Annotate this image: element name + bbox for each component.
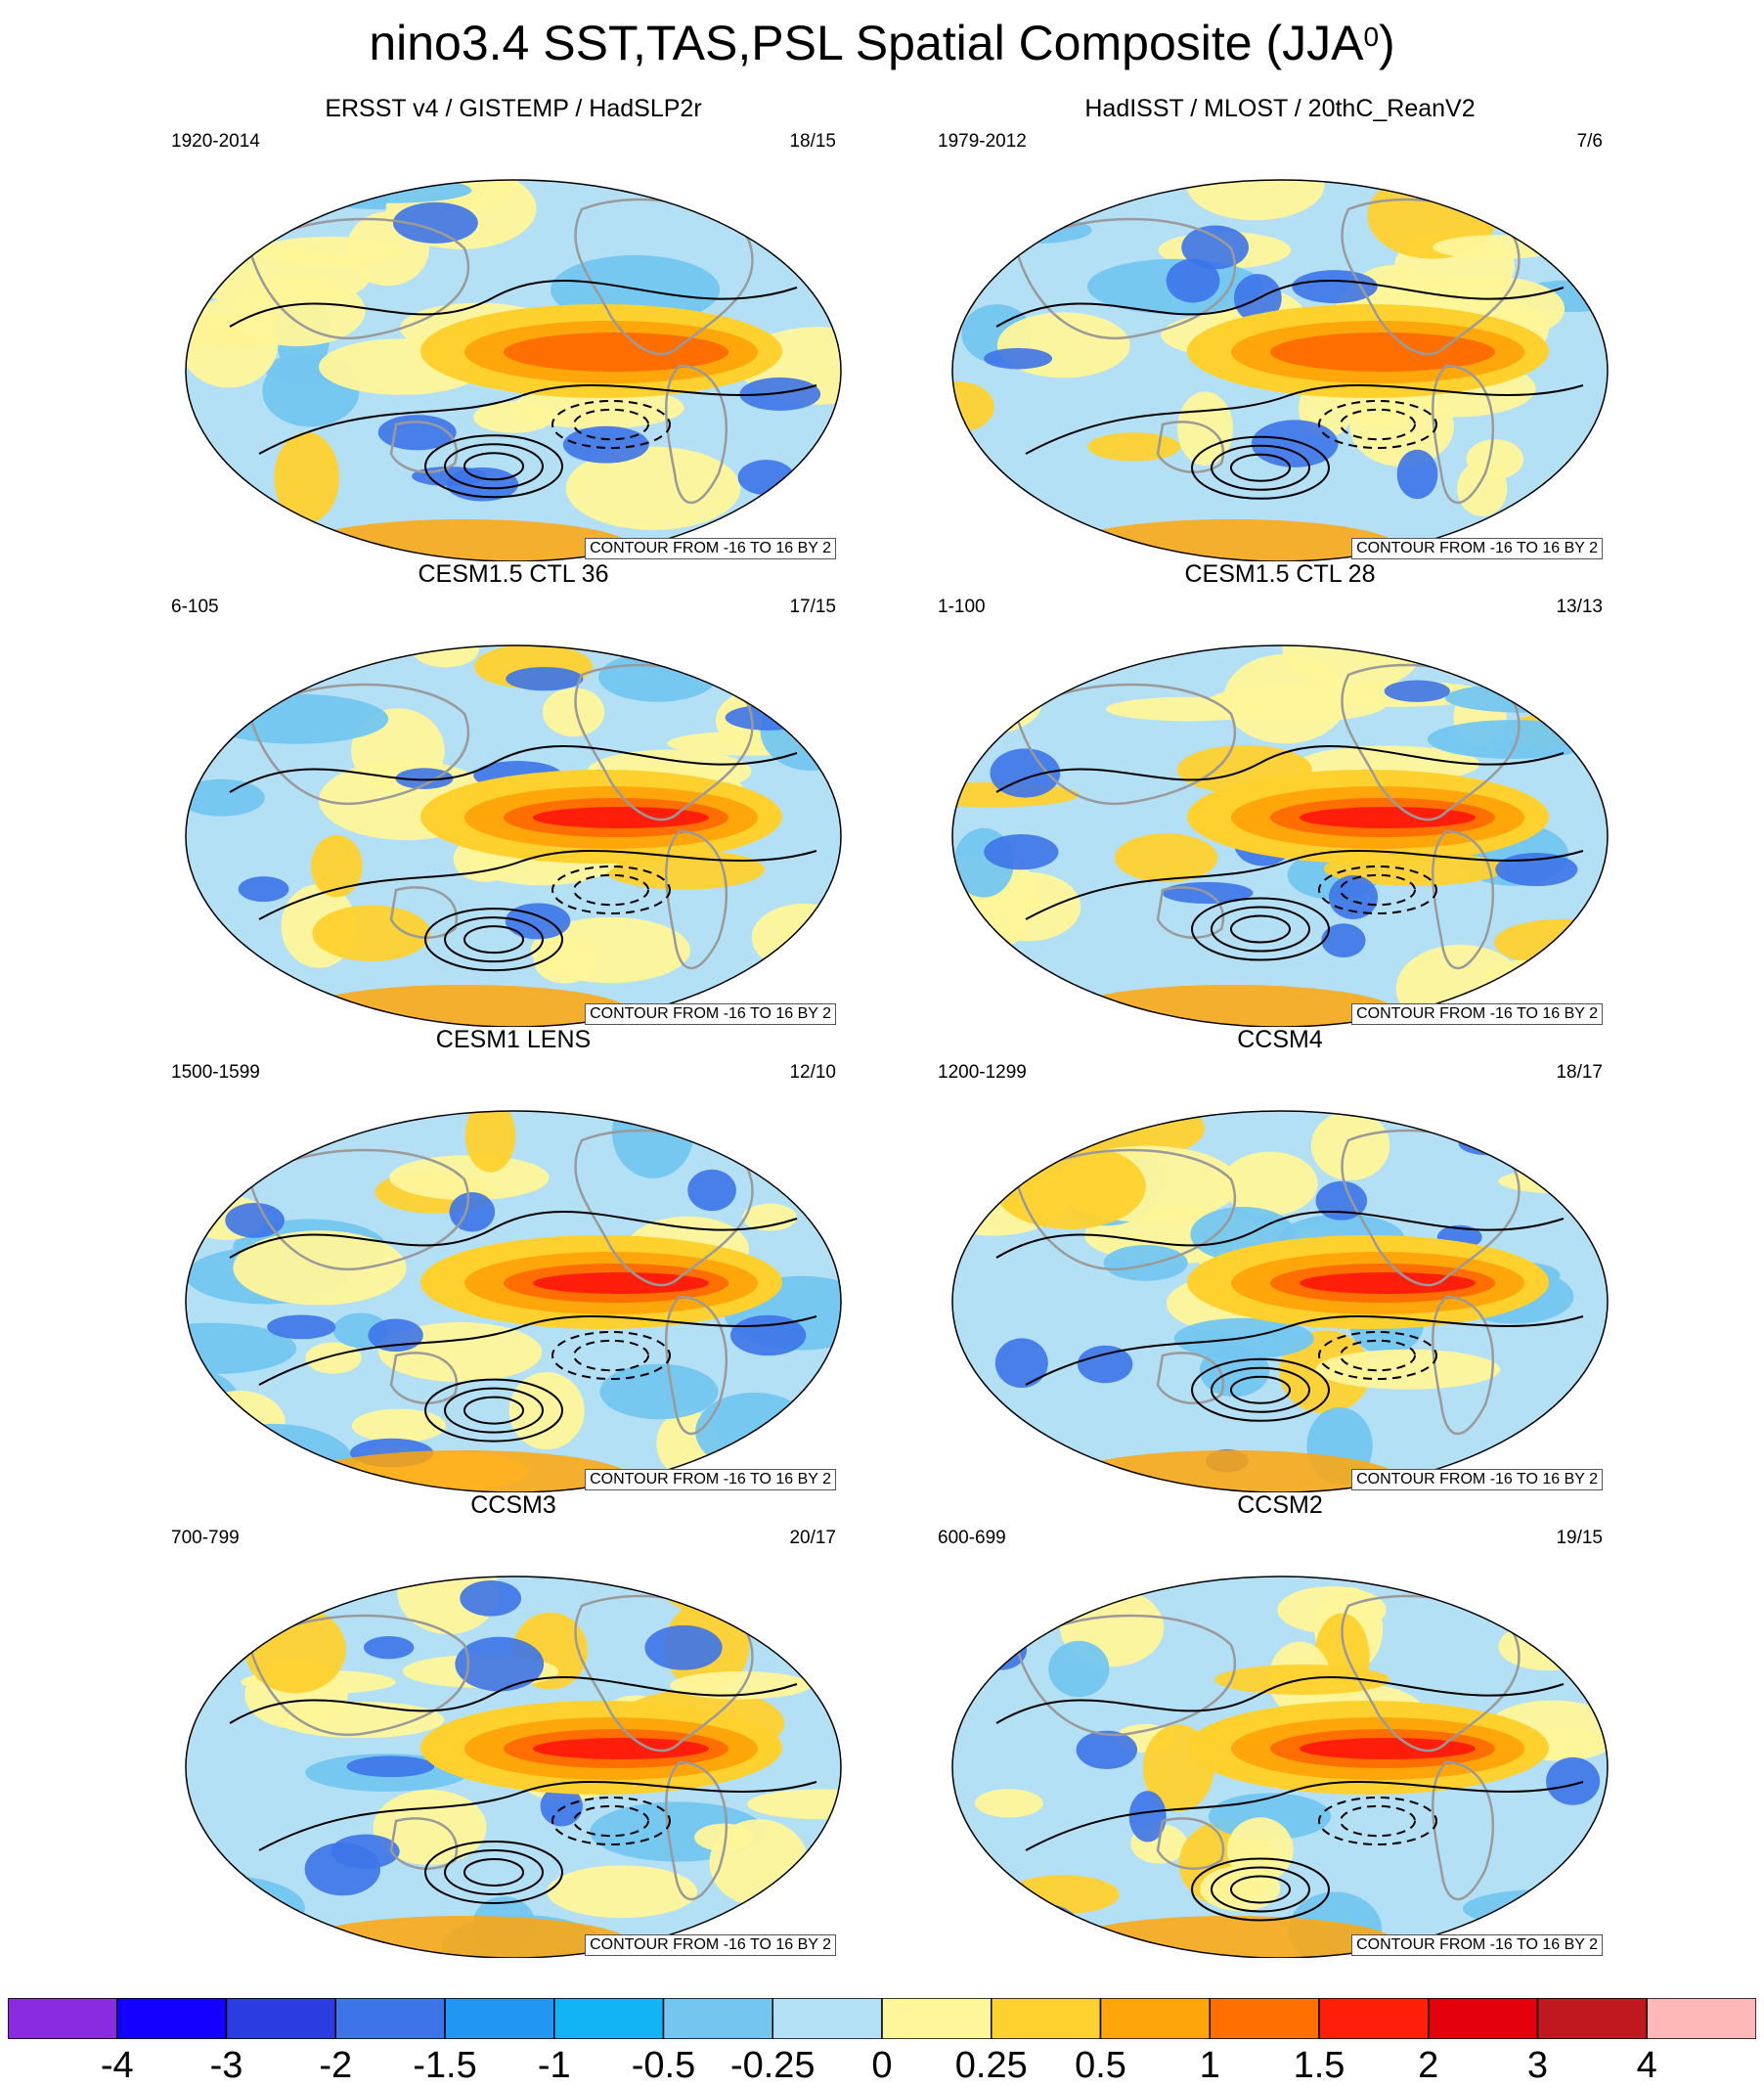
- anomaly-field: [952, 1576, 1608, 1958]
- map-panel-1: ERSST v4 / GISTEMP / HadSLP2r 1920-2014 18…: [171, 95, 856, 561]
- period-label: 1500-1599: [171, 1062, 260, 1083]
- globe-map: [951, 644, 1609, 1027]
- colorbar-swatch: [553, 1998, 665, 2039]
- colorbar-tick-label: 1.5: [1293, 2045, 1345, 2086]
- colorbar-tick-label: -2: [319, 2045, 353, 2086]
- globe-map: [951, 1576, 1609, 1958]
- period-label: 1920-2014: [171, 131, 260, 152]
- period-label: 700-799: [171, 1528, 240, 1548]
- anomaly-field: [952, 645, 1608, 1027]
- colorbar-swatch: [1428, 1998, 1539, 2039]
- colorbar-swatch: [1536, 1998, 1648, 2039]
- colorbar: [8, 1998, 1756, 2039]
- map-panel-2: HadISST / MLOST / 20thC_ReanV2 1979-2012 7…: [938, 95, 1622, 561]
- panel-title: ERSST v4 / GISTEMP / HadSLP2r: [325, 95, 702, 122]
- colorbar-tick-label: 2: [1418, 2045, 1439, 2086]
- map-panel-6: CCSM4 1200-1299 18/17 CONTOUR FROM -16 TO 1…: [938, 1026, 1622, 1492]
- panel-title: CESM1.5 CTL 28: [1184, 560, 1376, 588]
- map-panel-7: CCSM3 700-799 20/17 CONTOUR FROM -16 TO 16 …: [171, 1491, 856, 1958]
- contour-info-box: CONTOUR FROM -16 TO 16 BY 2: [1351, 1469, 1603, 1490]
- panel-title: CCSM2: [1237, 1491, 1323, 1519]
- map-panel-5: CESM1 LENS 1500-1599 12/10 CONTOUR FROM -16…: [171, 1026, 856, 1492]
- colorbar-tick-label: -0.25: [729, 2045, 816, 2086]
- colorbar-swatch: [1209, 1998, 1320, 2039]
- colorbar-swatch: [1646, 1998, 1756, 2039]
- map-panel-4: CESM1.5 CTL 28 1-100 13/13 CONTOUR FROM -16…: [938, 560, 1622, 1027]
- count-label: 19/15: [1556, 1528, 1603, 1548]
- period-label: 1979-2012: [938, 131, 1027, 152]
- globe-map: [185, 1576, 842, 1958]
- count-label: 18/15: [789, 131, 836, 152]
- anomaly-field: [186, 1111, 841, 1492]
- count-label: 12/10: [789, 1062, 836, 1083]
- main-title-text: nino3.4 SST,TAS,PSL Spatial Composite (J…: [369, 16, 1364, 70]
- period-label: 6-105: [171, 597, 219, 617]
- colorbar-swatch: [444, 1998, 555, 2039]
- period-label: 1-100: [938, 597, 986, 617]
- anomaly-field: [952, 180, 1608, 561]
- panel-title: CESM1.5 CTL 36: [418, 560, 609, 588]
- colorbar-tick-label: -1: [537, 2045, 571, 2086]
- count-label: 7/6: [1576, 131, 1603, 152]
- period-label: 1200-1299: [938, 1062, 1027, 1083]
- colorbar-swatch: [116, 1998, 228, 2039]
- globe-map: [951, 179, 1609, 561]
- period-label: 600-699: [938, 1528, 1006, 1548]
- panel-title: CCSM3: [470, 1491, 556, 1519]
- colorbar-swatch: [8, 1998, 118, 2039]
- colorbar-swatch: [662, 1998, 773, 2039]
- main-title-superscript: 0: [1363, 22, 1380, 52]
- contour-info-box: CONTOUR FROM -16 TO 16 BY 2: [585, 1469, 836, 1490]
- map-panel-3: CESM1.5 CTL 36 6-105 17/15 CONTOUR FROM -16…: [171, 560, 856, 1027]
- globe-map: [951, 1110, 1609, 1492]
- panel-title: HadISST / MLOST / 20thC_ReanV2: [1084, 95, 1476, 122]
- count-label: 13/13: [1556, 597, 1603, 617]
- count-label: 20/17: [789, 1528, 836, 1548]
- contour-info-box: CONTOUR FROM -16 TO 16 BY 2: [1351, 538, 1603, 559]
- contour-info-box: CONTOUR FROM -16 TO 16 BY 2: [585, 1003, 836, 1025]
- count-label: 17/15: [789, 597, 836, 617]
- contour-info-box: CONTOUR FROM -16 TO 16 BY 2: [585, 1934, 836, 1956]
- colorbar-swatch: [991, 1998, 1102, 2039]
- globe-map: [185, 1110, 842, 1492]
- contour-info-box: CONTOUR FROM -16 TO 16 BY 2: [1351, 1934, 1603, 1956]
- colorbar-tick-label: -3: [209, 2045, 243, 2086]
- colorbar-tick-label: -1.5: [413, 2045, 477, 2086]
- panel-title: CCSM4: [1237, 1026, 1323, 1053]
- colorbar-tick-label: 0: [871, 2045, 893, 2086]
- contour-info-box: CONTOUR FROM -16 TO 16 BY 2: [1351, 1003, 1603, 1025]
- colorbar-tick-label: 0.25: [954, 2045, 1028, 2086]
- main-title-close: ): [1379, 16, 1395, 70]
- colorbar-tick-label: 0.5: [1075, 2045, 1126, 2086]
- colorbar-tick-label: -4: [100, 2045, 134, 2086]
- globe-map: [185, 179, 842, 561]
- colorbar-swatch: [772, 1998, 883, 2039]
- colorbar-tick-label: 4: [1636, 2045, 1657, 2086]
- main-title: nino3.4 SST,TAS,PSL Spatial Composite (J…: [0, 14, 1764, 72]
- colorbar-swatch: [1099, 1998, 1211, 2039]
- colorbar-swatch: [1318, 1998, 1430, 2039]
- anomaly-field: [186, 645, 841, 1027]
- colorbar-swatch: [225, 1998, 336, 2039]
- anomaly-field: [186, 180, 841, 561]
- globe-map: [185, 644, 842, 1027]
- anomaly-field: [952, 1111, 1608, 1492]
- colorbar-tick-label: 3: [1526, 2045, 1549, 2086]
- contour-info-box: CONTOUR FROM -16 TO 16 BY 2: [585, 538, 836, 559]
- panel-title: CESM1 LENS: [435, 1026, 592, 1053]
- count-label: 18/17: [1556, 1062, 1603, 1083]
- colorbar-swatch: [334, 1998, 446, 2039]
- map-panel-8: CCSM2 600-699 19/15 CONTOUR FROM -16 TO 16 …: [938, 1491, 1622, 1958]
- anomaly-field: [186, 1576, 841, 1958]
- colorbar-tick-label: 1: [1199, 2045, 1220, 2086]
- colorbar-swatch: [881, 1998, 992, 2039]
- colorbar-tick-label: -0.5: [631, 2045, 696, 2086]
